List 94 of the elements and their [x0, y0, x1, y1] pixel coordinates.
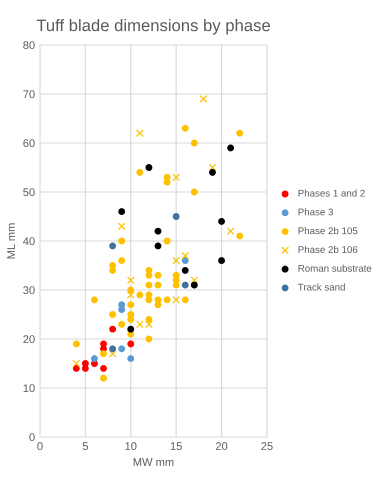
point	[182, 257, 189, 264]
point	[200, 95, 208, 103]
point	[227, 144, 234, 152]
point	[118, 208, 126, 216]
point	[154, 228, 162, 235]
y-axis-title: ML mm	[7, 223, 15, 258]
point	[82, 360, 89, 367]
y-tick-label: 0	[29, 433, 35, 442]
x-tick-label: 20	[216, 442, 228, 450]
y-tick-label: 50	[23, 188, 35, 196]
point	[154, 282, 162, 289]
point	[136, 168, 144, 176]
point	[182, 124, 189, 132]
point	[118, 345, 126, 352]
y-tick-label: 80	[23, 41, 35, 50]
point	[145, 266, 152, 274]
point	[109, 345, 116, 352]
x-tick-label: 15	[170, 442, 182, 450]
point	[145, 282, 152, 289]
point	[100, 350, 107, 358]
point	[118, 222, 126, 230]
point	[182, 296, 189, 304]
point	[127, 340, 134, 348]
point	[172, 272, 180, 279]
point	[190, 140, 198, 146]
point	[145, 164, 152, 171]
point	[100, 364, 107, 372]
point	[172, 296, 180, 304]
point	[72, 360, 80, 368]
point	[164, 296, 171, 304]
point	[154, 296, 162, 304]
point	[145, 316, 152, 323]
point	[226, 227, 235, 236]
point	[127, 311, 134, 318]
y-tick-label: 40	[23, 237, 35, 246]
point	[91, 355, 98, 362]
point	[136, 129, 144, 138]
point	[164, 238, 171, 244]
point	[181, 252, 190, 260]
point	[72, 340, 80, 348]
point	[172, 213, 180, 220]
point	[91, 296, 98, 304]
y-tick-label: 20	[23, 335, 35, 344]
point	[236, 232, 244, 240]
point	[145, 291, 152, 298]
x-axis-title: MW mm	[134, 458, 174, 466]
point	[118, 238, 126, 244]
point	[236, 130, 244, 137]
point	[218, 218, 226, 225]
point	[154, 272, 162, 279]
point	[209, 168, 216, 176]
point	[118, 257, 126, 264]
point	[127, 326, 134, 333]
point	[172, 256, 180, 264]
point	[218, 257, 226, 264]
point	[127, 355, 134, 362]
point	[109, 242, 116, 250]
legend-label: Phase 3	[298, 208, 333, 216]
point	[126, 276, 135, 284]
point	[154, 242, 162, 250]
point	[172, 173, 180, 182]
x-tick-label: 5	[82, 442, 88, 450]
point	[182, 282, 189, 289]
point	[118, 301, 126, 308]
x-tick-label: 25	[261, 442, 273, 450]
point	[118, 320, 126, 328]
legend-label: Phases 1 and 2	[298, 190, 365, 197]
point	[136, 291, 144, 298]
point	[190, 282, 198, 289]
point	[164, 174, 171, 181]
legend-label: Track sand	[298, 283, 345, 291]
legend-label: Phase 2b 105	[298, 227, 358, 234]
y-tick-label: 60	[23, 139, 35, 148]
point	[190, 276, 198, 284]
point	[109, 326, 116, 333]
point	[182, 266, 189, 274]
point	[145, 336, 152, 342]
y-tick-label: 10	[24, 384, 35, 392]
point	[126, 291, 135, 299]
x-tick-label: 10	[125, 442, 137, 450]
chart-title: Tuff blade dimensions by phase	[36, 19, 270, 35]
point	[109, 311, 116, 318]
point	[100, 374, 107, 382]
point	[108, 350, 116, 358]
point	[190, 188, 198, 196]
legend-label: Phase 2b 106	[298, 246, 358, 253]
y-tick-label: 70	[23, 90, 35, 98]
legend-label: Roman substrate	[298, 264, 372, 272]
point	[100, 340, 107, 348]
y-tick-label: 30	[23, 286, 35, 294]
x-tick-label: 0	[37, 442, 43, 450]
point	[127, 286, 134, 294]
point	[127, 301, 134, 308]
point	[208, 164, 216, 172]
